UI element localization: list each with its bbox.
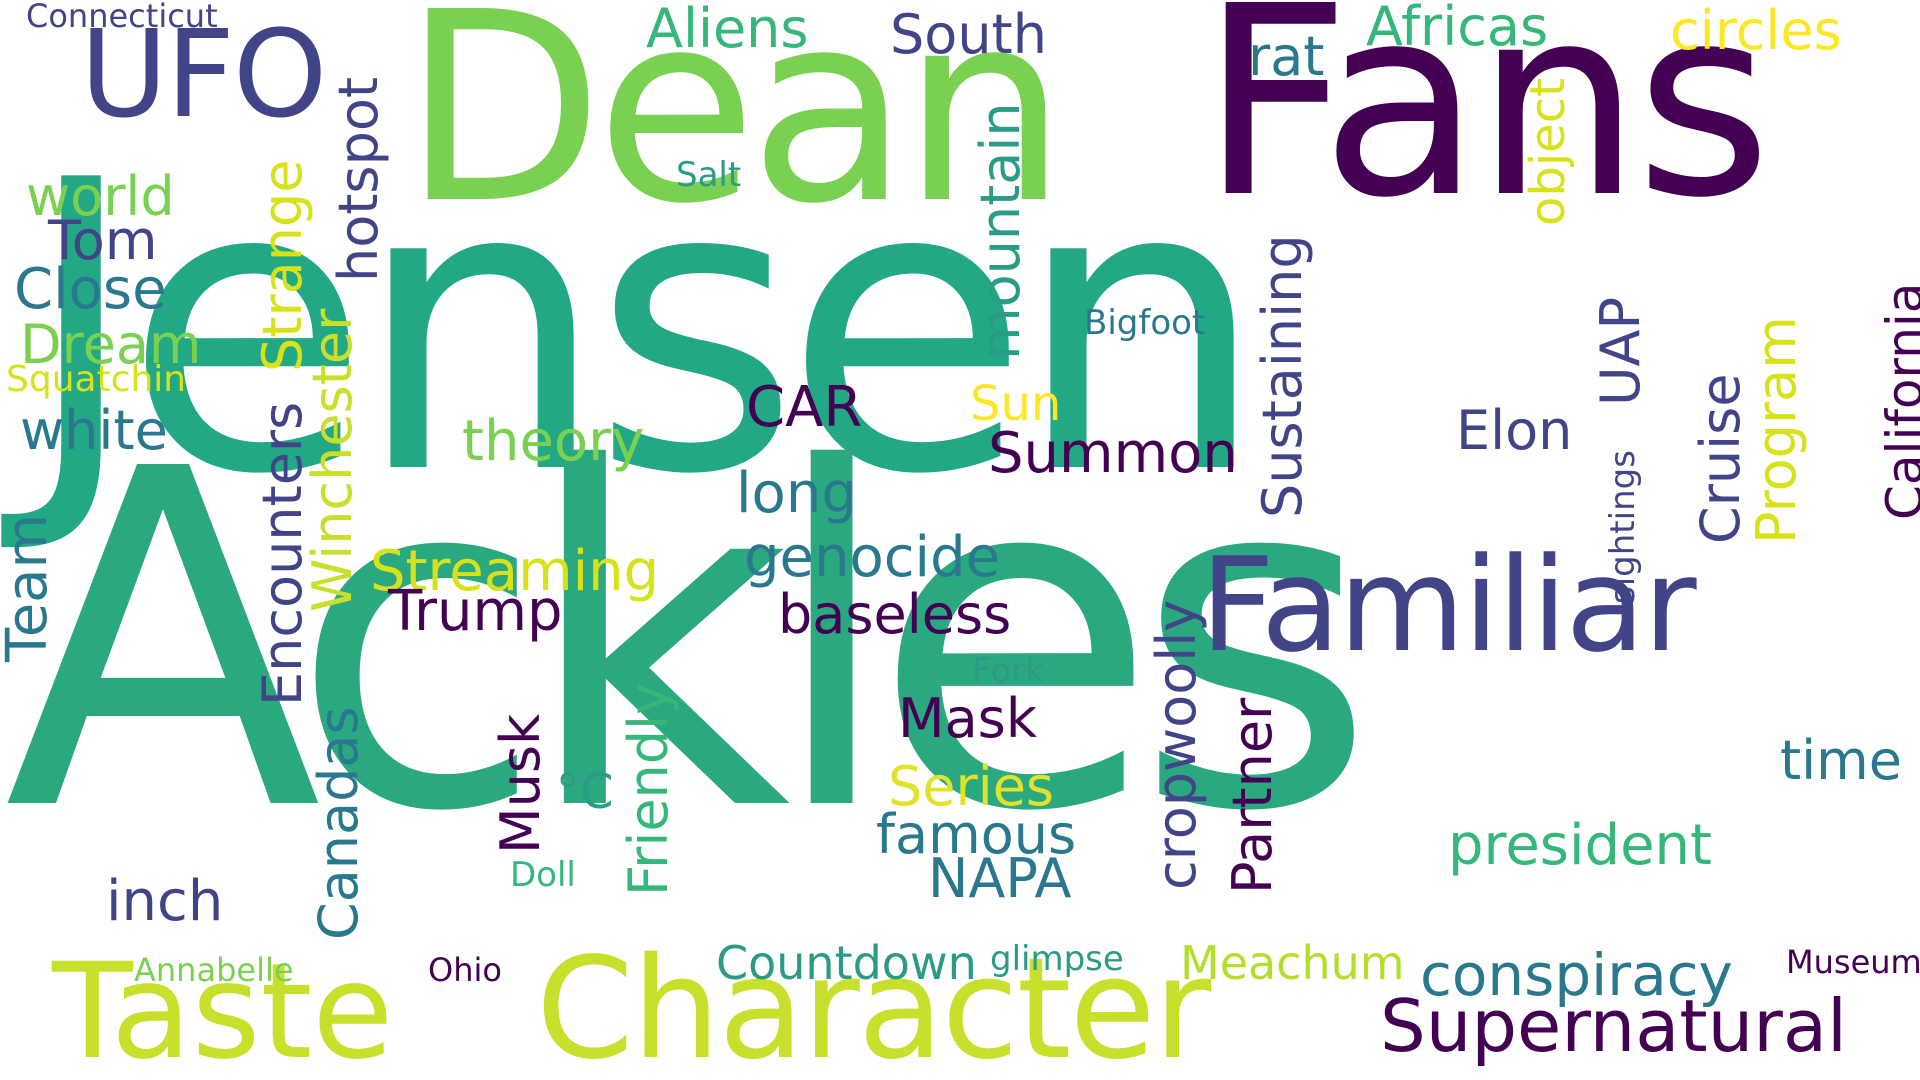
word-ohio: Ohio bbox=[428, 951, 502, 989]
word-salt: Salt bbox=[676, 155, 742, 195]
word-cropwoolly: cropwoolly bbox=[1145, 599, 1208, 890]
word-sun: Sun bbox=[970, 376, 1062, 432]
word-fans: Fans bbox=[1200, 0, 1772, 255]
word-partner: Partner bbox=[1221, 697, 1284, 894]
word-hotspot: hotspot bbox=[327, 76, 390, 282]
word-africas: Africas bbox=[1366, 0, 1549, 58]
word-canadas: Canadas bbox=[307, 706, 370, 940]
word-dream: Dream bbox=[20, 313, 202, 376]
word-cruise: Cruise bbox=[1689, 373, 1752, 545]
word-team: Team bbox=[0, 513, 60, 662]
word-nasa: NAPA bbox=[928, 847, 1072, 910]
word-theory: theory bbox=[462, 409, 645, 474]
word-president: president bbox=[1448, 813, 1712, 878]
word-countdown: Countdown bbox=[716, 936, 977, 990]
word-mountain: mountain bbox=[969, 102, 1032, 360]
word-white: white bbox=[20, 399, 168, 462]
word-supernatural: Supernatural bbox=[1380, 984, 1848, 1068]
word-musk: Musk bbox=[489, 713, 552, 854]
word-baseless: baseless bbox=[778, 583, 1012, 646]
word-familiar: Familiar bbox=[1200, 529, 1697, 681]
word-sightings: sightings bbox=[1603, 450, 1643, 604]
word-ackles: Ackles bbox=[4, 371, 1376, 913]
word-sustaining: Sustaining bbox=[1251, 234, 1314, 518]
word-series: Series bbox=[888, 755, 1055, 818]
word-program: Program bbox=[1745, 316, 1808, 544]
word-character: Character bbox=[536, 928, 1211, 1080]
word-famous: famous bbox=[876, 803, 1077, 866]
word-circles: circles bbox=[1670, 0, 1842, 62]
word-ufo: UFO bbox=[80, 6, 327, 145]
word-mask: Mask bbox=[898, 687, 1038, 750]
word-tom: Tom bbox=[48, 209, 158, 272]
word-trump: Trump bbox=[388, 579, 563, 644]
word-summon: Summon bbox=[988, 421, 1238, 486]
word-glimpse: glimpse bbox=[990, 939, 1124, 979]
word-long: long bbox=[736, 461, 857, 526]
word-uap: UAP bbox=[1589, 296, 1652, 406]
word-aliens: Aliens bbox=[646, 0, 809, 60]
word-doll: Doll bbox=[510, 855, 576, 895]
word-rat: rat bbox=[1248, 25, 1325, 88]
word-world: world bbox=[26, 165, 175, 228]
word-streaming: Streaming bbox=[370, 539, 660, 604]
word-winchester: Winchester bbox=[301, 308, 364, 612]
word-squatchin: Squatchin bbox=[6, 359, 187, 400]
word-object: object bbox=[1520, 78, 1576, 226]
word-car: CAR bbox=[746, 375, 863, 440]
word-meachum: Meachum bbox=[1180, 936, 1405, 990]
word-connecticut: Connecticut bbox=[26, 0, 218, 35]
word-elon: Elon bbox=[1456, 399, 1573, 462]
word-dean: Dean bbox=[402, 0, 1068, 261]
word-inch: inch bbox=[106, 869, 224, 934]
word-bigfoot: Bigfoot bbox=[1084, 303, 1206, 343]
word-south: South bbox=[890, 3, 1047, 66]
word-fork: Fork bbox=[972, 651, 1045, 691]
word-time: time bbox=[1780, 729, 1903, 792]
word-degc: °C bbox=[556, 764, 614, 820]
word-jensen: Jensen bbox=[22, 97, 1268, 562]
word-close: Close bbox=[14, 257, 167, 322]
word-genocide: genocide bbox=[744, 525, 1001, 590]
word-taste: Taste bbox=[52, 935, 394, 1080]
word-california: California bbox=[1876, 282, 1920, 520]
word-friendly: Friendly bbox=[617, 682, 680, 896]
word-conspiracy: conspiracy bbox=[1420, 941, 1733, 1009]
word-museum: Museum bbox=[1786, 943, 1920, 981]
word-annabelle: Annabelle bbox=[134, 951, 294, 989]
word-encounters: Encounters bbox=[251, 401, 314, 706]
